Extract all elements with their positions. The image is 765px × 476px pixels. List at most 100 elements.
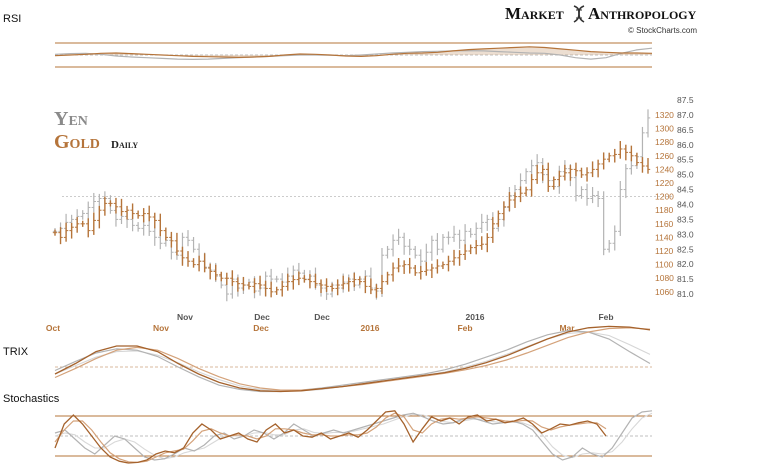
yen-bar [274,275,279,283]
yen-y-tick: 87.0 [677,110,694,120]
stoch-yen-k-line [54,410,653,461]
gold-bar [246,281,252,290]
yen-bar [185,230,191,247]
gold-bar [424,262,429,276]
yen-bar [468,228,473,238]
yen-bar [590,186,595,204]
gold-bar [623,144,629,161]
gold-bar [385,271,390,285]
yen-bar [191,237,196,253]
stochastics-series [54,410,653,464]
gold-bar [407,257,412,274]
gold-x-tick: Mar [559,323,575,333]
yen-series [52,109,651,302]
yen-bar [385,245,390,259]
gold-bar [640,157,645,173]
gold-bar [485,233,490,253]
yen-bar [440,234,446,253]
legend-gold: Gold [54,131,100,153]
yen-bar [451,225,457,242]
yen-y-tick: 82.5 [677,244,694,254]
stochastics-panel [54,410,653,464]
stoch-gold-d-line [54,412,607,464]
gold-bar [147,205,152,222]
gold-bar [346,277,351,292]
gold-bar [401,260,407,274]
yen-y-tick: 85.5 [677,155,694,165]
gold-x-tick: 2016 [361,323,380,333]
yen-bar [623,164,629,199]
gold-bar [451,249,457,266]
yen-bar [473,222,479,242]
gold-bar [280,280,285,297]
gold-bar [52,229,58,236]
stochastics-label: Stochastics [3,393,60,405]
gold-bar [152,212,157,229]
gold-x-tick: Oct [46,323,60,333]
yen-bar [418,249,423,269]
stockcharts-credit: © StockCharts.com [628,26,697,35]
gold-bar [595,159,601,178]
stoch-gold-k-line [54,410,607,464]
gold-y-tick: 1120 [655,246,674,256]
gold-bar [86,218,91,238]
yen-y-tick: 82.0 [677,259,694,269]
yen-bar [396,228,401,245]
gold-bar [185,251,191,267]
yen-bar [152,226,157,246]
gold-bar [285,273,290,291]
yen-bar [80,210,85,220]
rsi-panel [54,42,653,68]
yen-x-tick: Feb [598,312,613,322]
gold-bar [257,275,263,290]
trix-series [54,325,651,393]
gold-bar [590,161,595,178]
yen-y-tick: 85.0 [677,170,694,180]
gold-y-tick: 1060 [655,287,674,297]
gold-bar [329,283,335,292]
gold-bar [496,210,501,227]
gold-bar [468,244,473,255]
yen-bar [91,192,96,213]
gold-bar [562,164,568,181]
yen-y-axis: 81.0 81.5 82.0 82.5 83.0 83.5 84.0 84.5 85.0 85.5… [677,95,694,299]
gold-bar [634,152,640,166]
gold-bar [396,258,401,273]
gold-bar [379,274,385,294]
rsi-gold-line [54,46,653,59]
gold-bar [418,265,423,280]
gold-bar [219,271,224,282]
gold-bar [113,197,119,214]
brand-right: Anthropology [588,4,697,23]
yen-x-tick: 2016 [466,312,485,322]
gold-bar [191,258,196,268]
gold-bar [313,273,318,288]
gold-bar [523,186,529,197]
gold-bar [291,275,296,290]
gold-bar [235,277,241,292]
gold-bar [529,174,534,197]
gold-bar [130,203,135,220]
price-panel: 1060 1080 1100 1120 1140 1160 1180 1200 1220 1240… [46,95,694,333]
yen-y-tick: 87.5 [677,95,694,105]
gold-bar [207,263,213,280]
gold-bar [507,192,512,212]
gold-bar [268,281,274,298]
gold-x-tick: Nov [153,323,169,333]
gold-bar [645,158,651,174]
yen-bar [429,235,435,261]
gold-bar [457,250,462,266]
gold-bar [446,255,451,272]
gold-bar [307,274,313,289]
gold-bar [534,164,540,184]
gold-bar [584,167,590,182]
gold-y-tick: 1240 [655,164,674,174]
gold-bar [479,236,484,250]
yen-x-tick: Dec [254,312,270,322]
yen-bar [612,225,617,251]
yen-y-tick: 86.5 [677,125,694,135]
gold-bar [573,162,579,177]
gold-bar [180,246,185,266]
gold-bar [324,278,329,292]
